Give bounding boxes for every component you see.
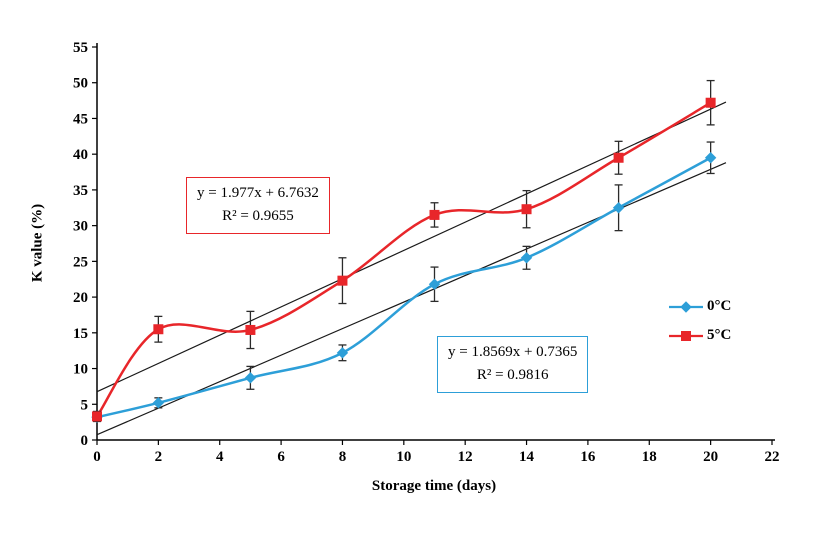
svg-text:0: 0 [93, 449, 101, 465]
svg-text:12: 12 [458, 449, 473, 465]
svg-text:14: 14 [519, 449, 535, 465]
svg-text:20: 20 [73, 290, 88, 306]
equation-text: y = 1.8569x + 0.7365 [448, 344, 578, 360]
svg-text:2: 2 [155, 449, 163, 465]
x-axis-title: Storage time (days) [371, 478, 497, 494]
legend-label-0c: 0°C [707, 298, 732, 314]
svg-text:4: 4 [216, 449, 224, 465]
trendline-equation-5c: y = 1.977x + 6.7632 R² = 0.9655 [186, 177, 330, 234]
trendline-equation-0c: y = 1.8569x + 0.7365 R² = 0.9816 [437, 336, 589, 393]
svg-text:6: 6 [277, 449, 285, 465]
legend: 0°C 5°C [668, 298, 731, 344]
svg-text:0: 0 [81, 433, 89, 449]
legend-item-5c: 5°C [668, 327, 731, 344]
r-squared-text: R² = 0.9816 [476, 367, 549, 384]
y-axis-title: K value (%) [29, 203, 46, 283]
svg-text:30: 30 [73, 219, 88, 235]
r-squared-text: R² = 0.9655 [222, 208, 294, 225]
legend-item-0c: 0°C [668, 298, 731, 315]
svg-text:35: 35 [73, 183, 88, 199]
svg-text:40: 40 [73, 147, 88, 163]
svg-text:20: 20 [703, 449, 718, 465]
svg-text:50: 50 [73, 76, 88, 92]
svg-text:18: 18 [642, 449, 657, 465]
svg-text:25: 25 [73, 254, 88, 270]
svg-text:45: 45 [73, 111, 88, 127]
svg-text:16: 16 [580, 449, 596, 465]
svg-text:10: 10 [73, 362, 88, 378]
svg-text:5: 5 [81, 397, 89, 413]
svg-text:10: 10 [396, 449, 411, 465]
svg-text:15: 15 [73, 326, 88, 342]
svg-text:55: 55 [73, 40, 88, 56]
equation-text: y = 1.977x + 6.7632 [197, 185, 319, 201]
svg-text:22: 22 [765, 449, 780, 465]
legend-label-5c: 5°C [707, 327, 732, 343]
svg-text:8: 8 [339, 449, 347, 465]
legend-marker-0c [669, 300, 703, 313]
legend-marker-5c [669, 330, 703, 341]
